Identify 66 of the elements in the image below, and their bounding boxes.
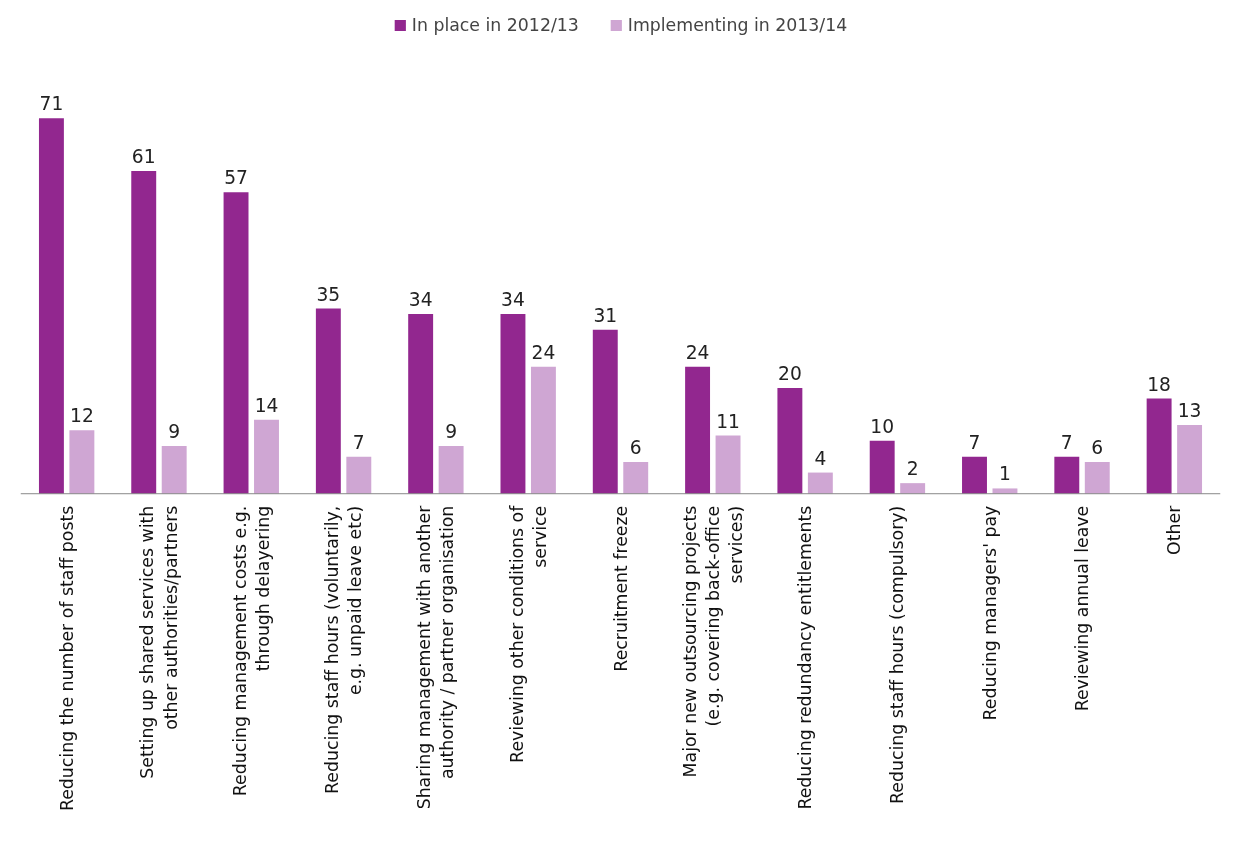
bar	[254, 419, 279, 494]
legend-label: Implementing in 2013/14	[627, 15, 848, 35]
data-label: 31	[593, 304, 618, 326]
bar	[592, 329, 618, 494]
data-label: 57	[224, 167, 248, 189]
bar	[962, 456, 987, 494]
x-tick-label: Reducing staff hours (compulsory)	[887, 505, 908, 804]
data-label: 9	[445, 421, 458, 443]
x-tick-label: Reducing management costs e.g. through delayering	[229, 505, 273, 797]
bar	[530, 366, 556, 494]
data-label: 61	[131, 146, 156, 168]
data-label: 7	[1060, 431, 1073, 453]
data-label: 4	[814, 447, 827, 469]
bar	[715, 435, 741, 494]
data-label: 11	[716, 410, 740, 432]
data-label: 34	[501, 288, 525, 310]
data-label: 6	[1091, 436, 1104, 458]
bar	[131, 171, 157, 494]
data-label: 6	[629, 436, 642, 458]
bar	[869, 440, 895, 494]
bar	[408, 313, 434, 494]
x-tick-label: Reducing staff hours (voluntarily, e.g. unpaid leave etc)	[322, 505, 366, 794]
data-label: 12	[70, 405, 94, 427]
data-label: 10	[870, 415, 895, 437]
bar	[1146, 398, 1172, 494]
bar	[346, 456, 372, 494]
x-tick-label: Reducing the number of staff posts	[56, 505, 77, 812]
bar	[223, 192, 249, 494]
x-tick-label: Setting up shared services with other authorities/partners	[137, 505, 181, 779]
bar	[315, 308, 341, 494]
data-label: 24	[531, 341, 556, 363]
bar	[685, 366, 711, 494]
bar	[900, 483, 926, 494]
data-label: 24	[685, 341, 710, 363]
data-label: 2	[906, 458, 919, 480]
bar	[38, 118, 64, 494]
data-label: 71	[39, 93, 64, 115]
data-label: 1	[999, 463, 1011, 485]
bar	[1054, 456, 1080, 494]
data-label: 14	[254, 394, 279, 416]
bar	[992, 488, 1018, 494]
x-tick-label: Major new outsourcing projects (e.g. covering back-office services)	[679, 505, 746, 778]
data-label: 20	[778, 362, 802, 384]
x-tick-label: Reviewing other conditions of service	[506, 504, 550, 763]
bar	[807, 472, 833, 494]
x-tick-label: Reducing redundancy entitlements	[795, 505, 816, 810]
x-tick-label: Other	[1164, 504, 1185, 555]
data-label: 9	[168, 421, 181, 443]
bar	[69, 430, 95, 494]
legend-label: In place in 2012/13	[411, 15, 579, 35]
data-label: 7	[352, 431, 365, 453]
bar	[438, 446, 464, 494]
bar	[161, 446, 187, 494]
data-label: 7	[968, 431, 981, 453]
x-tick-label: Reviewing annual leave	[1072, 505, 1093, 712]
data-label: 35	[316, 283, 341, 305]
data-label: 34	[408, 288, 433, 310]
bar	[500, 313, 526, 494]
data-label: 18	[1147, 373, 1171, 395]
data-label: 13	[1177, 399, 1202, 421]
x-tick-label: Reducing managers' pay	[979, 505, 1000, 721]
bar	[1084, 461, 1110, 494]
bar	[1177, 424, 1203, 494]
x-tick-label: Recruitment freeze	[610, 505, 631, 672]
bar	[777, 387, 803, 494]
bar	[623, 461, 649, 494]
